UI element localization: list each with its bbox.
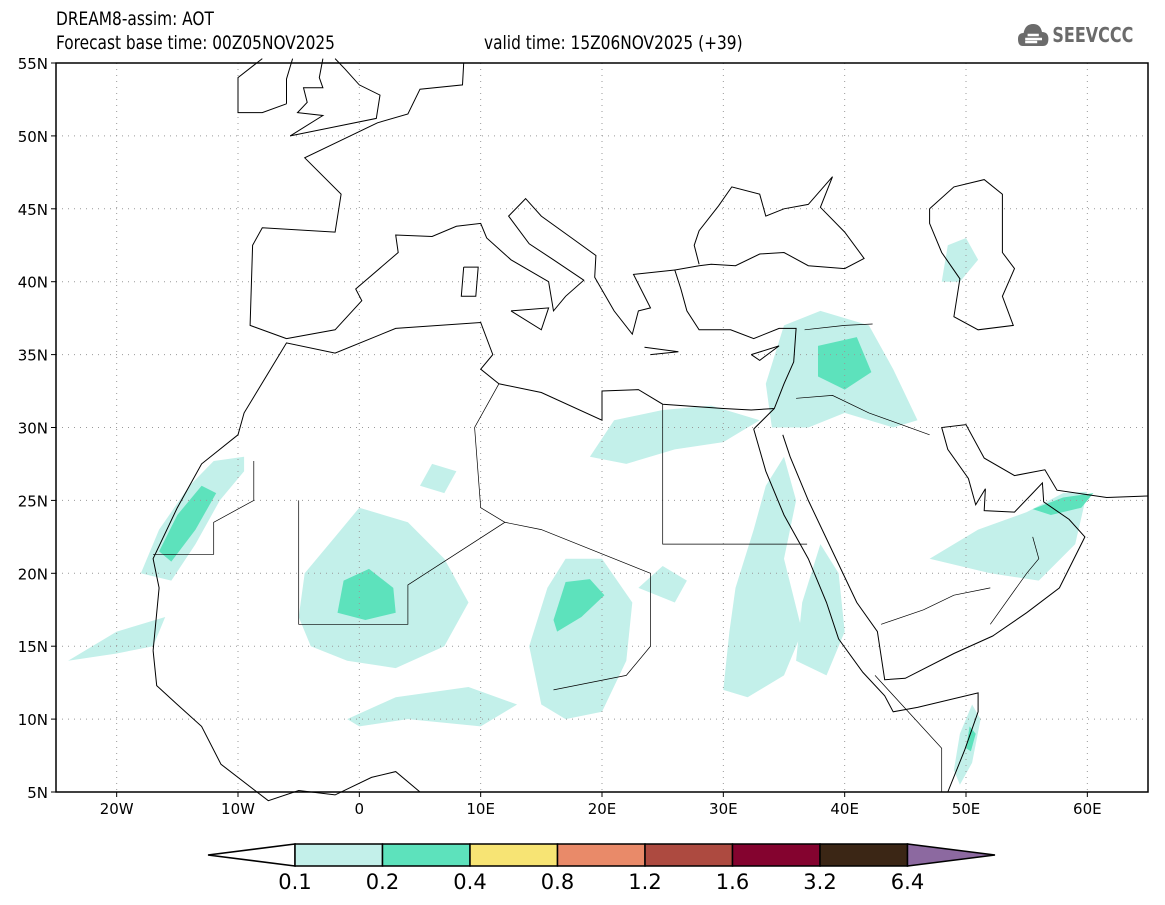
coastline [753,428,979,793]
aot-plume-0.1-0.2 [941,238,979,282]
lat-label: 20N [18,565,48,583]
aot-plume-0.1-0.2 [589,405,760,464]
lat-label: 30N [18,420,48,438]
country-border [990,536,1040,625]
colorbar-label: 0.1 [278,870,311,894]
colorbar: 0.1 0.2 0.4 0.8 1.2 1.6 3.2 6.4 [207,843,996,894]
lat-label: 50N [18,128,48,146]
graticule [56,63,1148,792]
aot-plume-0.2-0.4 [337,568,396,620]
seevccc-logo: SEEVCCC [1018,22,1133,48]
aot-plume-0.1-0.2 [420,463,457,494]
coastline [237,58,287,114]
aot-plume-0.1-0.2 [796,544,845,676]
lat-label: 40N [18,274,48,292]
aot-plume-0.1-0.2 [68,617,166,661]
lat-label: 55N [18,55,48,73]
country-border [880,587,991,625]
lon-label: 60E [1073,800,1102,818]
country-border [796,395,930,436]
colorbar-bin [381,843,471,867]
lat-label: 35N [18,347,48,365]
lon-label: 20E [588,800,617,818]
colorbar-label: 0.2 [366,870,399,894]
coastlines [152,58,1149,802]
coastline [510,307,550,331]
aot-plume-0.1-0.2 [638,566,687,603]
coastline [286,58,294,104]
valid-time: valid time: 15Z06NOV2025 (+39) [484,32,743,54]
forecast-base-time: Forecast base time: 00Z05NOV2025 [56,32,335,54]
lon-label: 40E [830,800,859,818]
colorbar-lower-arrow [207,843,296,867]
coastline [289,58,325,137]
country-border [804,323,873,331]
colorbar-bin [731,843,821,867]
colorbar-label: 1.6 [716,870,749,894]
lon-label: 10E [466,800,495,818]
colorbar-upper-arrow [906,843,996,867]
coastline [249,62,465,340]
country-border [474,383,506,523]
lat-label: 45N [18,201,48,219]
lon-label: 30E [709,800,738,818]
lon-label: 50E [952,800,981,818]
axis-labels: 55N 50N 45N 40N 35N 30N 25N 20N 15N 10N 5N 20W 10W 0 1… [18,55,1102,818]
coastline [750,345,780,362]
aot-plume-0.2-0.4 [1032,493,1094,515]
colorbar-label: 0.4 [453,870,486,894]
country-border [298,500,651,625]
lat-label: 25N [18,492,48,510]
lat-label: 10N [18,711,48,729]
coastline [644,346,679,356]
product-title: DREAM8-assim: AOT [56,8,214,30]
coastline [460,266,479,297]
logo-text: SEEVCCC [1052,23,1134,47]
country-border [874,675,943,792]
aot-plume-0.1-0.2 [347,687,518,727]
lat-label: 15N [18,638,48,656]
colorbar-label: 0.8 [541,870,574,894]
country-border [153,461,255,555]
aot-plumes [68,238,1094,785]
country-border [553,573,651,691]
colorbar-label: 3.2 [803,870,836,894]
cloud-icon [1018,24,1049,46]
aot-plume-0.2-0.4 [966,726,976,752]
country-border [662,404,808,545]
aot-plume-0.2-0.4 [159,485,217,562]
coastline [753,408,775,430]
colorbar-label: 1.2 [628,870,661,894]
colorbar-bin [469,843,559,867]
coastline [929,179,1016,331]
lon-label: 10W [221,800,255,818]
coastline [290,58,381,137]
lon-label: 20W [100,800,134,818]
colorbar-bin [644,843,734,867]
colorbar-bin [294,843,384,867]
colorbar-bin [556,843,646,867]
aot-plume-0.2-0.4 [553,579,605,632]
coastline [152,176,865,651]
coastline [286,197,675,340]
coastline [782,424,1149,681]
lon-label: 0 [355,800,365,818]
colorbar-bin [819,843,909,867]
coastline [152,650,421,802]
aot-plume-0.1-0.2 [723,456,803,698]
lat-label: 5N [27,784,48,802]
colorbar-label: 6.4 [891,870,924,894]
